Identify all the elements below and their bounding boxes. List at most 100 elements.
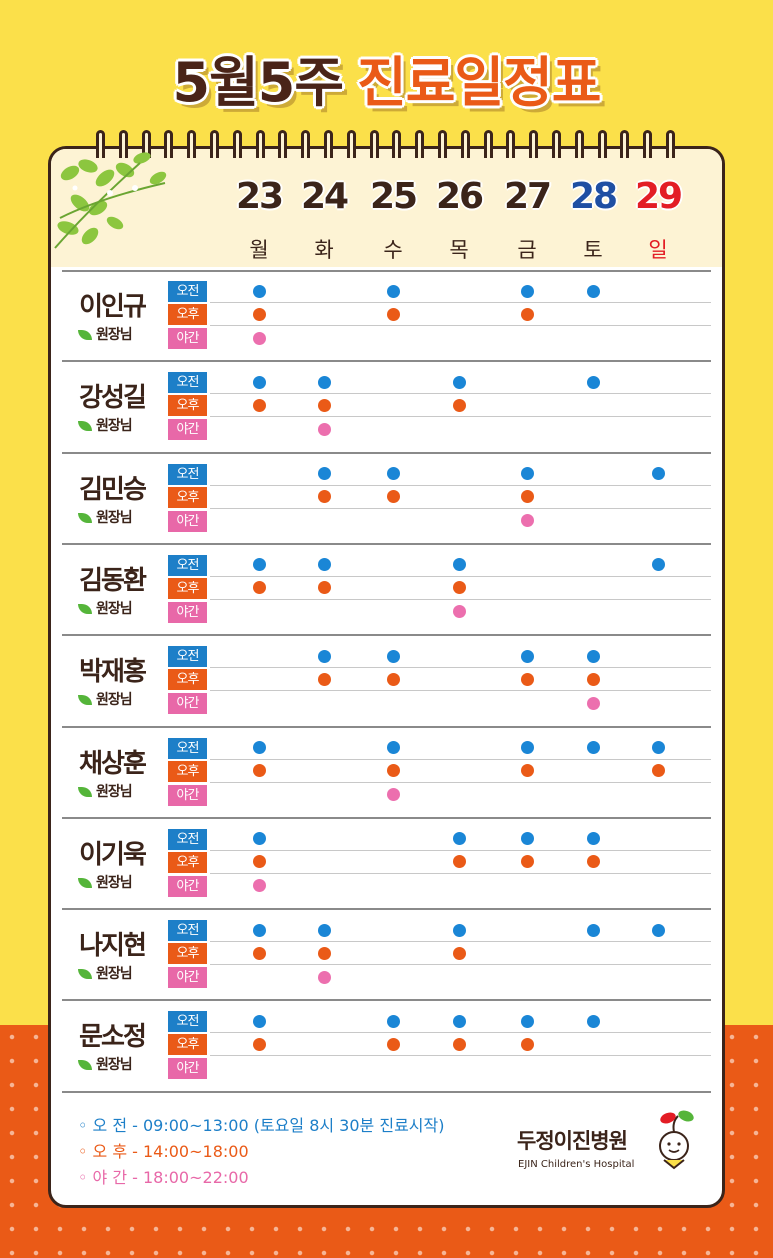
schedule-dot-night xyxy=(386,788,400,801)
binder-ring xyxy=(597,130,607,158)
section-divider xyxy=(62,725,711,728)
schedule-dot-pm xyxy=(317,581,331,595)
schedule-dot-pm xyxy=(520,307,534,321)
schedule-dot-pm xyxy=(386,672,400,686)
binder-ring xyxy=(369,130,379,158)
schedule-dot-pm xyxy=(386,1037,400,1051)
session-tag-am: 오전 xyxy=(168,920,207,942)
schedule-dot-am xyxy=(586,284,600,298)
binder-ring xyxy=(438,130,447,158)
day-number: 23 xyxy=(235,176,284,217)
leaf-icon xyxy=(78,330,92,340)
schedule-dot-pm xyxy=(520,490,534,504)
session-tag-am: 오전 xyxy=(168,372,207,394)
schedule-dot-am xyxy=(317,649,331,663)
session-line xyxy=(210,964,711,966)
binder-ring xyxy=(620,130,630,158)
session-line xyxy=(210,1055,711,1057)
schedule-dot-am xyxy=(386,649,400,663)
legend-night: ◦ 야 간 - 18:00~22:00 xyxy=(78,1168,249,1187)
schedule-dot-am xyxy=(252,284,266,298)
binder-ring xyxy=(552,130,561,158)
binder-ring xyxy=(118,130,128,158)
section-divider xyxy=(62,634,711,637)
session-tag-am: 오전 xyxy=(168,737,207,759)
session-tag-am: 오전 xyxy=(168,281,207,302)
schedule-dot-am xyxy=(452,558,466,572)
doctor-title-text: 원장님 xyxy=(96,600,133,617)
schedule-dot-pm xyxy=(586,855,600,869)
schedule-dot-am xyxy=(386,1014,400,1028)
binder-ring xyxy=(346,130,356,158)
doctor-name: 이기욱 xyxy=(79,839,147,870)
schedule-dot-pm xyxy=(252,307,266,321)
session-line xyxy=(210,575,711,577)
sprout-child-logo-icon xyxy=(659,1110,694,1170)
binder-ring xyxy=(460,130,470,158)
doctor-name: 김동환 xyxy=(79,565,147,596)
binder-ring xyxy=(278,130,288,158)
binder-ring xyxy=(666,130,675,158)
schedule-dot-am xyxy=(520,284,534,298)
schedule-dot-am xyxy=(520,832,534,846)
session-tag-am: 오전 xyxy=(168,828,207,850)
session-tag-pm: 오후 xyxy=(168,669,207,691)
session-tag-am: 오전 xyxy=(168,646,207,668)
schedule-dot-pm xyxy=(252,946,266,960)
schedule-dot-am xyxy=(252,741,266,754)
session-line xyxy=(210,1032,711,1034)
doctor-name: 박재홍 xyxy=(79,657,147,688)
schedule-dot-am xyxy=(452,375,466,389)
schedule-dot-pm xyxy=(252,764,266,777)
doctor-title-text: 원장님 xyxy=(96,783,133,800)
doctor-title-text: 원장님 xyxy=(96,874,133,891)
doctor-title-text: 원장님 xyxy=(96,1057,133,1074)
title-label: 진료일정표 xyxy=(357,51,601,114)
binder-ring xyxy=(574,130,584,158)
schedule-dot-pm xyxy=(520,1037,534,1051)
session-tag-night: 야간 xyxy=(168,967,207,989)
schedule-dot-am xyxy=(586,649,600,663)
day-name: 금 xyxy=(517,238,537,262)
schedule-dot-night xyxy=(317,422,331,436)
session-tag-pm: 오후 xyxy=(168,851,207,873)
day-name: 수 xyxy=(383,238,403,262)
hospital-name-en: EJIN Children's Hospital xyxy=(518,1159,635,1170)
doctor-title: 원장님 xyxy=(78,872,133,892)
section-divider xyxy=(62,908,711,911)
leaf-icon xyxy=(78,603,92,614)
schedule-dot-night xyxy=(520,514,534,528)
session-tag-night: 야간 xyxy=(168,693,207,715)
schedule-dot-pm xyxy=(520,855,534,869)
schedule-dot-am xyxy=(651,467,665,481)
binder-ring xyxy=(392,130,402,158)
session-line xyxy=(210,507,711,509)
page-title: 5월5주 진료일정표 xyxy=(0,38,773,117)
leaf-icon xyxy=(78,786,92,797)
schedule-dot-pm xyxy=(252,855,266,869)
binder-ring xyxy=(506,130,516,158)
day-name: 화 xyxy=(314,238,334,262)
schedule-dot-pm xyxy=(317,672,331,686)
session-tag-night: 야간 xyxy=(168,419,207,441)
session-tag-night: 야간 xyxy=(168,601,207,623)
binder-ring xyxy=(255,130,265,158)
doctor-name: 강성길 xyxy=(79,383,147,414)
schedule-dot-pm xyxy=(317,490,331,504)
session-tag-night: 야간 xyxy=(168,510,207,532)
doctor-title-text: 원장님 xyxy=(96,418,133,435)
binder-ring xyxy=(324,130,333,158)
schedule-dot-pm xyxy=(452,946,466,960)
schedule-card xyxy=(48,146,725,1208)
session-tag-am: 오전 xyxy=(168,554,207,576)
schedule-dot-am xyxy=(252,558,266,572)
schedule-dot-pm xyxy=(651,764,665,777)
schedule-dot-pm xyxy=(452,581,466,595)
session-line xyxy=(210,667,711,669)
doctor-name: 김민승 xyxy=(79,474,147,505)
schedule-dot-am xyxy=(386,741,400,754)
session-line xyxy=(210,849,711,851)
schedule-dot-night xyxy=(317,970,331,984)
schedule-dot-am xyxy=(386,467,400,481)
doctor-name: 나지현 xyxy=(79,931,147,962)
